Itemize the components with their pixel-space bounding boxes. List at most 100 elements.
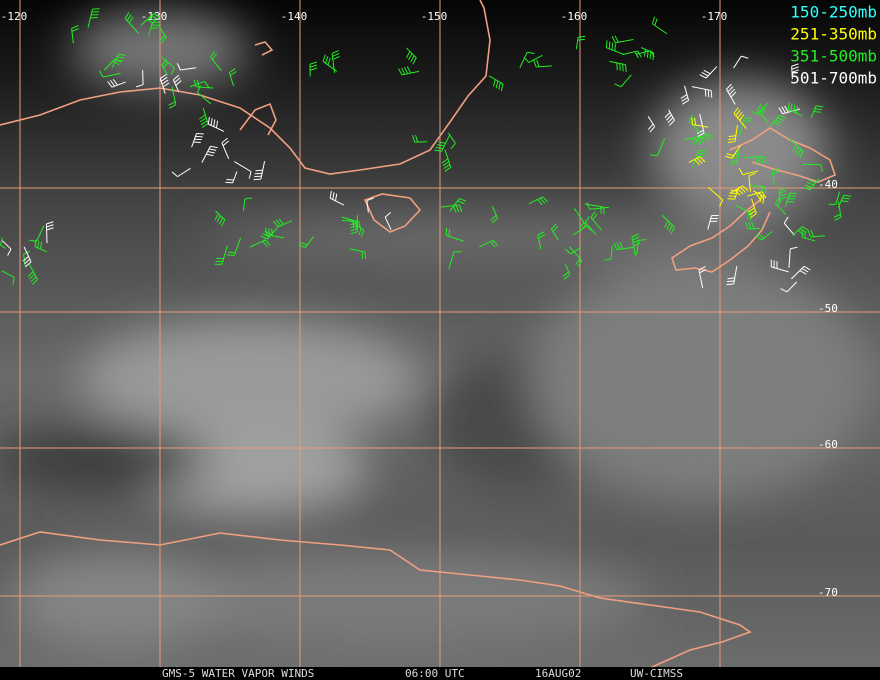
wind-barb: [611, 35, 634, 44]
barb-feather: [700, 136, 705, 144]
barb-feather: [254, 172, 263, 175]
barb-feather: [262, 240, 268, 247]
barb-shaft: [575, 37, 579, 50]
wind-barb: [488, 75, 504, 92]
wind-barb: [537, 231, 546, 250]
barb-shaft: [657, 138, 666, 156]
barb-feather: [160, 76, 168, 82]
barb-shaft: [747, 227, 761, 230]
wind-barb: [573, 225, 593, 236]
barb-shaft: [491, 206, 499, 219]
barb-feather: [780, 288, 788, 293]
barb-feather: [216, 215, 221, 223]
barb-shaft: [564, 263, 571, 275]
wind-barb: [684, 136, 705, 145]
barb-feather: [625, 64, 627, 72]
barb-shaft: [738, 118, 745, 137]
barb-shaft: [232, 171, 238, 184]
wind-barb: [99, 70, 121, 78]
barb-shaft: [810, 235, 826, 238]
barb-feather: [309, 61, 317, 65]
barb-feather: [668, 224, 673, 232]
barb-feather: [213, 119, 216, 127]
barb-feather: [632, 236, 640, 241]
barb-feather: [726, 280, 735, 283]
barb-feather: [298, 244, 306, 248]
barb-feather: [491, 217, 498, 224]
barb-shaft: [620, 74, 632, 88]
barb-feather: [634, 51, 639, 59]
barb-feather: [730, 156, 739, 160]
wind-barb: [45, 221, 54, 244]
barb-shaft: [668, 109, 675, 121]
barb-feather: [795, 106, 799, 114]
barb-feather: [275, 219, 282, 226]
barb-shaft: [631, 237, 636, 256]
barb-shaft: [802, 163, 821, 166]
wind-barb: [807, 229, 826, 238]
barb-shaft: [771, 171, 775, 185]
barb-shaft: [788, 248, 791, 268]
barb-feather: [265, 239, 271, 246]
barb-feather: [799, 270, 807, 275]
barb-feather: [174, 77, 181, 83]
barb-feather: [459, 198, 467, 202]
barb-shaft: [606, 47, 625, 56]
barb-feather: [171, 171, 178, 178]
legend-entry: 251-350mb: [790, 25, 877, 44]
barb-feather: [112, 60, 120, 65]
barb-feather: [364, 251, 367, 260]
barb-feather: [490, 241, 496, 248]
barb-feather: [196, 79, 200, 88]
barb-shaft: [809, 178, 820, 191]
barb-feather: [777, 117, 785, 122]
footer-bar: [0, 667, 880, 680]
coastline: [363, 193, 422, 233]
legend: 150-250mb 251-350mb 351-500mb 501-700mb: [790, 3, 877, 88]
barb-feather: [403, 67, 409, 74]
barb-shaft: [573, 225, 587, 236]
barb-feather: [649, 51, 652, 60]
barb-shaft: [384, 216, 392, 231]
barb-feather: [193, 79, 197, 87]
wind-barb: [34, 239, 48, 253]
barb-feather: [805, 184, 813, 189]
barb-shaft: [177, 167, 191, 178]
barb-feather: [637, 50, 642, 58]
barb-feather: [0, 237, 3, 246]
coastline: [729, 127, 836, 183]
barb-feather: [199, 117, 207, 123]
barb-feather: [616, 62, 618, 71]
wind-barb: [791, 63, 800, 80]
barb-feather: [206, 153, 214, 157]
barb-shaft: [157, 25, 167, 38]
barb-feather: [633, 242, 641, 247]
barb-feather: [244, 197, 253, 200]
barb-feather: [412, 135, 416, 143]
barb-feather: [616, 242, 621, 250]
barb-feather: [350, 231, 358, 235]
wind-barb: [755, 231, 773, 241]
wind-barb: [635, 239, 647, 256]
wind-barb: [688, 156, 706, 166]
barb-shaft: [707, 215, 712, 230]
barb-feather: [536, 59, 540, 67]
barb-shaft: [784, 193, 790, 207]
barb-feather: [691, 137, 696, 145]
wind-barb: [590, 211, 603, 231]
barb-feather: [31, 278, 38, 285]
barb-feather: [265, 227, 268, 235]
barb-feather: [563, 274, 571, 280]
coastline: [0, 0, 491, 175]
wind-barb: [792, 226, 809, 236]
barb-feather: [651, 16, 656, 24]
barb-feather: [611, 42, 614, 50]
barb-shaft: [201, 145, 211, 163]
wind-barb: [783, 216, 795, 236]
barb-feather: [455, 205, 460, 213]
wind-barb: [159, 73, 170, 94]
barb-shaft: [733, 55, 742, 69]
barb-feather: [578, 35, 586, 38]
barb-feather: [704, 134, 711, 140]
